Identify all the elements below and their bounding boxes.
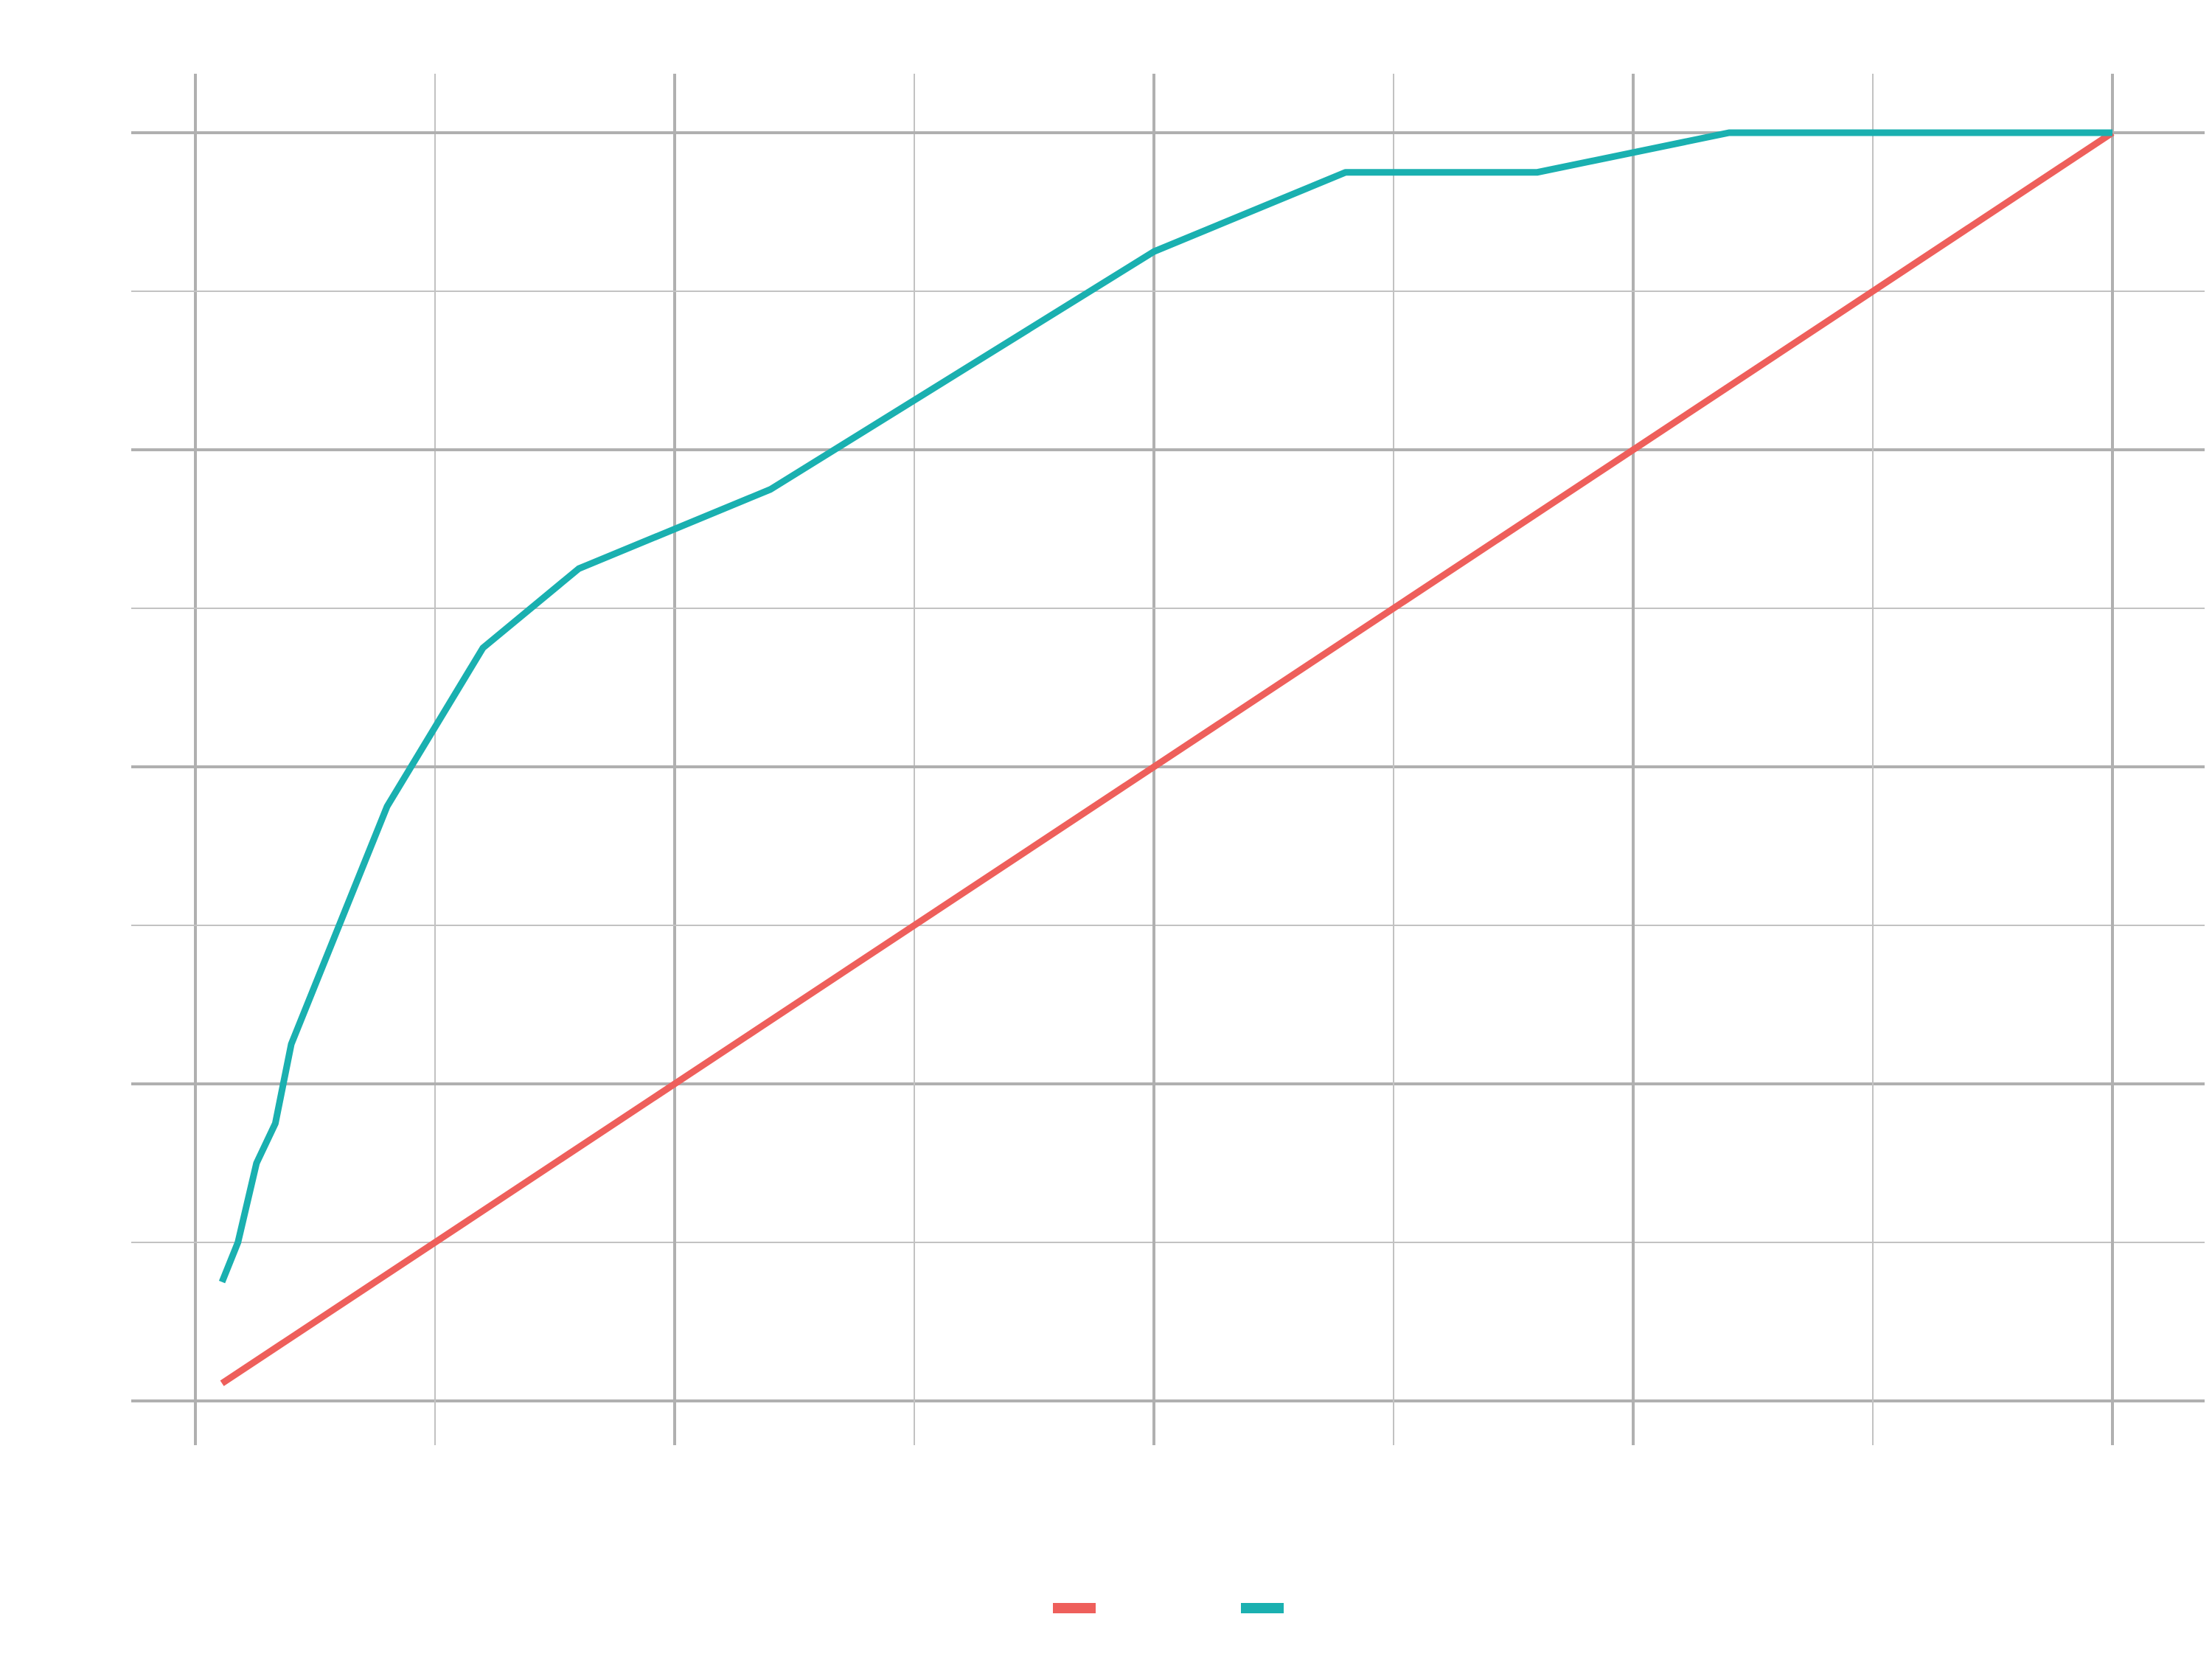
series-group: [218, 129, 2115, 1386]
series-line-2: [218, 129, 2112, 1284]
series-line-1: [220, 130, 2115, 1386]
grid: [131, 74, 2205, 1445]
